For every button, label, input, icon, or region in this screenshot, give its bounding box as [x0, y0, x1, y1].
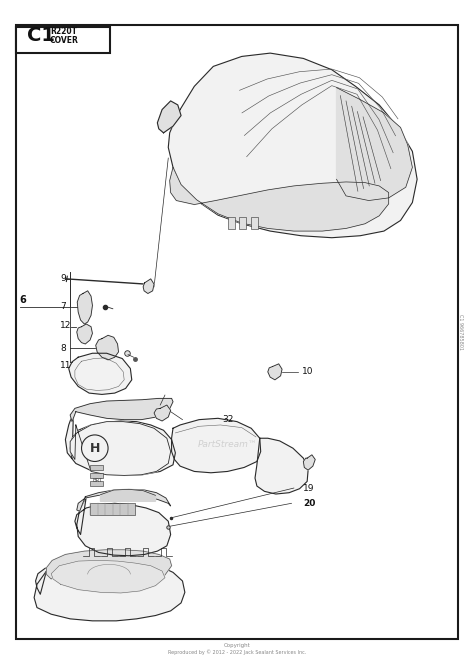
Polygon shape [46, 550, 172, 587]
Text: R220T: R220T [50, 27, 77, 37]
Bar [228, 217, 235, 229]
Polygon shape [65, 412, 175, 475]
Text: 8: 8 [60, 344, 66, 353]
Polygon shape [69, 353, 132, 394]
Polygon shape [268, 364, 282, 380]
Text: 10: 10 [302, 367, 314, 376]
Bar [90, 465, 103, 470]
Polygon shape [51, 560, 165, 593]
Text: 9: 9 [60, 274, 66, 284]
Text: H: H [90, 442, 100, 455]
Bar [16, 27, 110, 53]
Polygon shape [75, 497, 171, 556]
Text: BRT: BRT [92, 477, 103, 483]
Bar [90, 473, 103, 478]
Polygon shape [255, 438, 308, 494]
Text: COVER: COVER [50, 36, 79, 45]
Bar [90, 481, 103, 486]
Text: C1 966785801: C1 966785801 [458, 314, 463, 350]
Text: 20: 20 [303, 499, 316, 508]
Polygon shape [172, 418, 261, 473]
Polygon shape [77, 324, 92, 344]
Text: 32: 32 [223, 415, 234, 424]
Bar [251, 217, 258, 229]
Text: 19: 19 [303, 483, 315, 493]
Polygon shape [77, 489, 171, 511]
Polygon shape [168, 53, 417, 238]
Polygon shape [143, 279, 154, 293]
Text: Copyright: Copyright [224, 643, 250, 648]
Text: Reproduced by © 2012 - 2022 Jack Sealant Services Inc.: Reproduced by © 2012 - 2022 Jack Sealant… [168, 649, 306, 655]
Text: PartStream™: PartStream™ [198, 440, 257, 450]
Text: 6: 6 [19, 295, 26, 305]
Circle shape [82, 435, 108, 461]
Polygon shape [70, 398, 173, 422]
Polygon shape [157, 101, 181, 133]
Polygon shape [96, 335, 118, 360]
Polygon shape [34, 558, 185, 621]
Text: 7: 7 [60, 302, 66, 311]
Text: 11: 11 [60, 361, 72, 370]
Text: 12: 12 [60, 321, 72, 330]
Bar [239, 217, 246, 229]
Polygon shape [337, 88, 412, 201]
Bar [90, 503, 135, 515]
Polygon shape [154, 405, 171, 421]
Polygon shape [70, 422, 171, 475]
Polygon shape [303, 455, 315, 470]
Text: C1: C1 [27, 26, 55, 44]
Polygon shape [77, 291, 92, 324]
Polygon shape [170, 167, 389, 231]
Polygon shape [100, 489, 155, 501]
